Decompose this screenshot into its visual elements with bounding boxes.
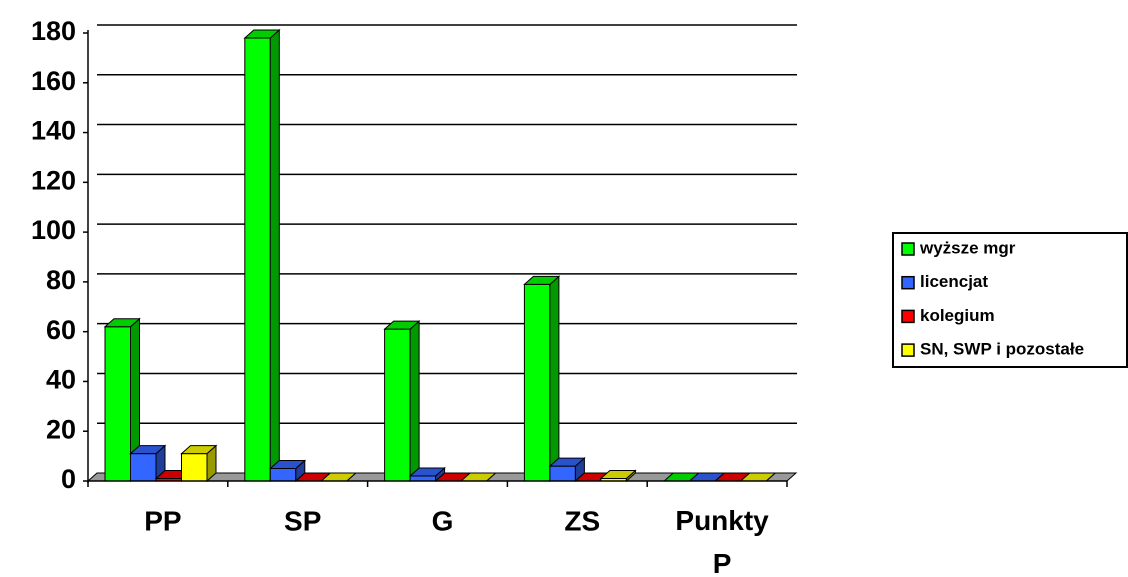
legend-label: wyższe mgr [919, 238, 1016, 257]
x-tick-label: ZS [564, 505, 600, 536]
x-tick-label: PP [144, 505, 181, 536]
y-tick-label: 60 [46, 315, 76, 345]
legend-swatch [901, 309, 915, 324]
x-tick-label: G [432, 505, 454, 536]
y-tick-label: 120 [31, 165, 76, 195]
bar [103, 318, 141, 328]
bar [180, 445, 218, 455]
bar [383, 320, 421, 330]
legend-swatch [901, 343, 915, 357]
bar-3d [268, 459, 307, 483]
bar [548, 457, 586, 467]
bar [599, 470, 637, 480]
bar [523, 275, 561, 285]
bar-3d [103, 317, 141, 483]
bar [268, 460, 307, 470]
bar [269, 28, 280, 483]
bar [129, 445, 167, 455]
y-tick-label: 100 [31, 215, 76, 245]
bar [243, 29, 281, 39]
y-tick-label: 20 [46, 414, 76, 444]
y-tick-label: 160 [31, 66, 76, 96]
bar [130, 453, 157, 482]
legend-label: kolegium [920, 306, 995, 325]
legend-swatch [901, 275, 915, 290]
bar-3d [548, 456, 586, 483]
bar [523, 283, 551, 482]
x-tick-label-line: P [713, 548, 732, 577]
bar-3d [243, 28, 281, 483]
y-tick-label: 40 [46, 365, 76, 395]
legend-label: SN, SWP i pozostałe [920, 340, 1084, 359]
bar [104, 326, 131, 482]
bar [269, 468, 297, 482]
bar [181, 453, 208, 482]
legend-swatch [901, 242, 915, 256]
y-tick-label: 0 [61, 464, 76, 494]
bar-3d [523, 275, 561, 483]
bar-3d [408, 466, 446, 483]
bar-3d [383, 320, 421, 483]
y-tick-label: 140 [31, 116, 76, 146]
bar [549, 275, 560, 483]
y-tick-label: 80 [46, 265, 76, 295]
x-tick-label-line: Punkty [675, 505, 769, 536]
legend-box [892, 232, 1128, 368]
y-tick-label: 180 [31, 16, 76, 46]
bar-3d [180, 444, 218, 483]
x-tick-label: Punkty P [675, 505, 769, 577]
bar [408, 467, 446, 477]
bar [409, 320, 420, 483]
bar [549, 465, 576, 482]
bar [384, 328, 411, 482]
legend-label: licencjat [920, 272, 988, 291]
bar [244, 37, 271, 482]
x-tick-label: SP [284, 505, 321, 536]
